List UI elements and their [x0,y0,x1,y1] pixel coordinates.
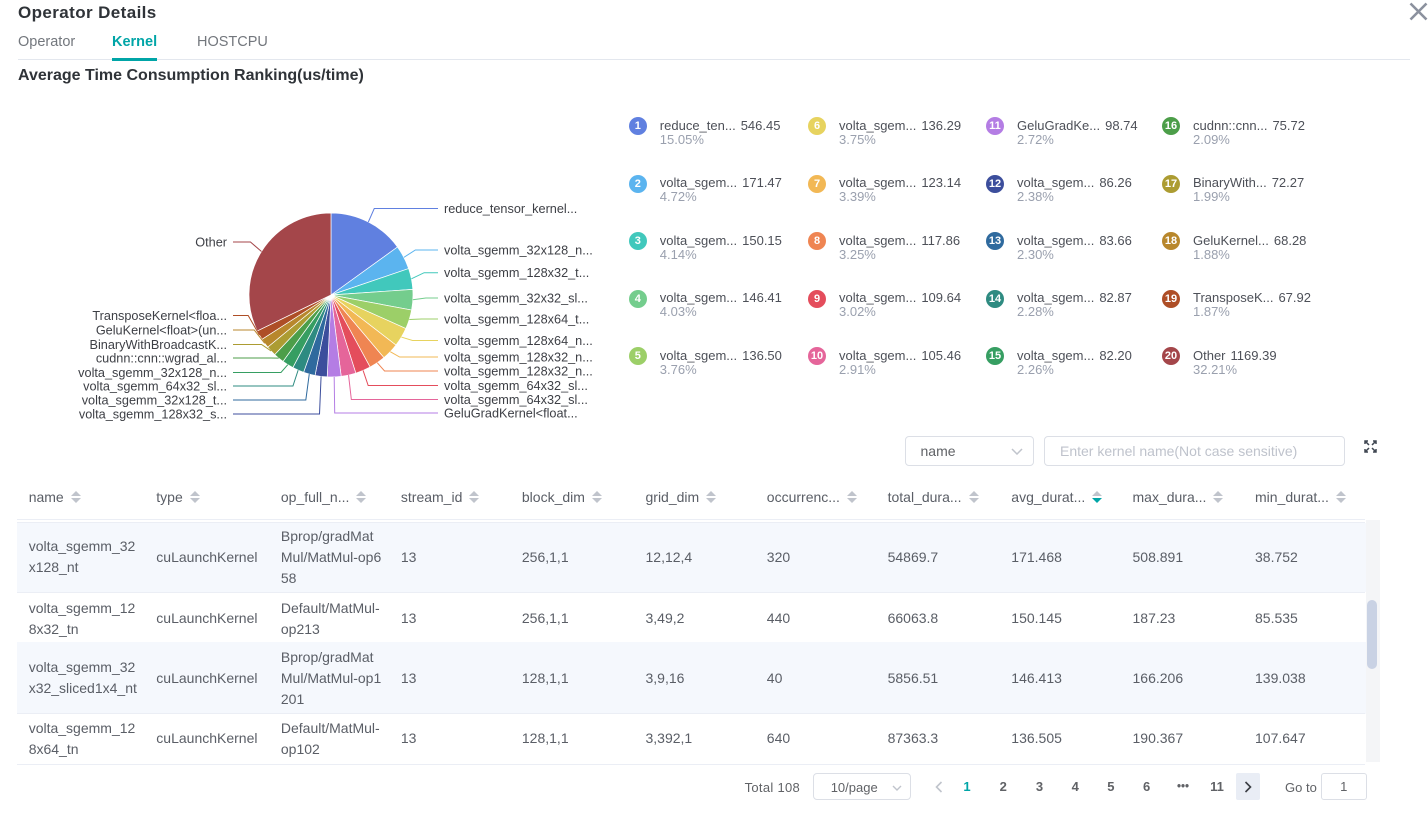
svg-text:volta_sgemm_128x32_t...: volta_sgemm_128x32_t... [444,266,589,280]
svg-text:BinaryWithBroadcastK...: BinaryWithBroadcastK... [90,338,228,352]
svg-text:volta_sgemm_32x128_t...: volta_sgemm_32x128_t... [82,394,227,408]
svg-text:volta_sgemm_128x64_t...: volta_sgemm_128x64_t... [444,313,589,327]
svg-text:reduce_tensor_kernel...: reduce_tensor_kernel... [444,202,577,216]
svg-text:volta_sgemm_64x32_sl...: volta_sgemm_64x32_sl... [83,380,227,394]
svg-text:GeluGradKernel<float...: GeluGradKernel<float... [444,407,578,421]
svg-text:volta_sgemm_128x32_s...: volta_sgemm_128x32_s... [79,408,227,422]
svg-text:volta_sgemm_64x32_sl...: volta_sgemm_64x32_sl... [444,379,588,393]
svg-text:volta_sgemm_128x64_n...: volta_sgemm_128x64_n... [444,334,593,348]
svg-text:cudnn::cnn::wgrad_al...: cudnn::cnn::wgrad_al... [96,352,227,366]
svg-text:TransposeKernel<floa...: TransposeKernel<floa... [92,309,227,323]
svg-text:volta_sgemm_128x32_n...: volta_sgemm_128x32_n... [444,351,593,365]
svg-text:volta_sgemm_128x32_n...: volta_sgemm_128x32_n... [444,365,593,379]
svg-text:volta_sgemm_32x128_n...: volta_sgemm_32x128_n... [78,366,227,380]
svg-text:volta_sgemm_32x32_sl...: volta_sgemm_32x32_sl... [444,292,588,306]
svg-text:volta_sgemm_32x128_n...: volta_sgemm_32x128_n... [444,244,593,258]
svg-text:Other: Other [195,236,228,250]
svg-text:GeluKernel<float>(un...: GeluKernel<float>(un... [96,324,227,338]
svg-text:volta_sgemm_64x32_sl...: volta_sgemm_64x32_sl... [444,393,588,407]
